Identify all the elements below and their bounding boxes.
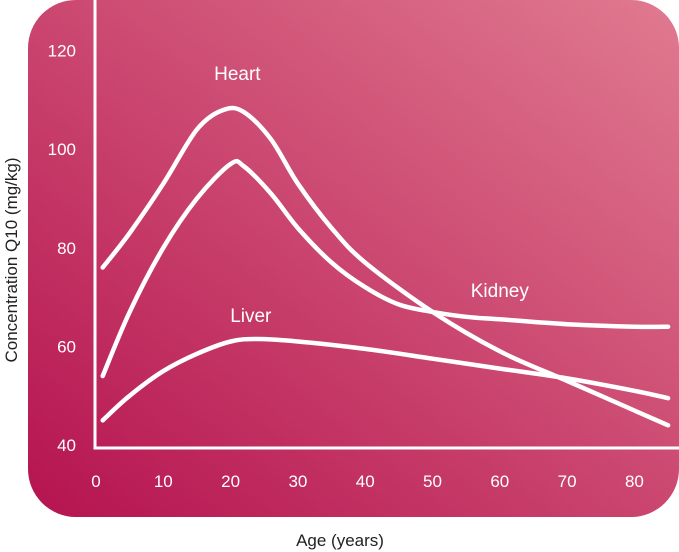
y-tick-label: 120: [48, 42, 76, 61]
series-line-kidney: [100, 158, 671, 379]
x-tick-label: 60: [490, 472, 509, 491]
series-line-liver: [100, 336, 671, 423]
series-label-kidney: Kidney: [471, 281, 530, 302]
series-label-liver: Liver: [230, 306, 272, 327]
x-tick-label: 0: [91, 472, 100, 491]
x-tick-label: 80: [625, 472, 644, 491]
series-labels: Heart Kidney Liver: [214, 64, 529, 327]
chart-background: [28, 0, 679, 517]
y-tick-label: 100: [48, 140, 76, 159]
x-tick-label: 20: [221, 472, 240, 491]
y-tick-labels: 40 60 80 100 120: [48, 42, 76, 455]
x-tick-label: 70: [558, 472, 577, 491]
x-tick-label: 30: [288, 472, 307, 491]
series-label-heart: Heart: [214, 64, 261, 85]
axes: [93, 0, 679, 450]
x-tick-label: 10: [154, 472, 173, 491]
series-lines: [100, 105, 671, 428]
x-tick-labels: 0 10 20 30 40 50 60 70 80: [91, 472, 644, 491]
y-tick-label: 80: [57, 239, 76, 258]
y-tick-label: 60: [57, 337, 76, 356]
x-tick-label: 50: [423, 472, 442, 491]
y-tick-label: 40: [57, 436, 76, 455]
x-tick-label: 40: [356, 472, 375, 491]
x-axis-title: Age (years): [296, 531, 384, 550]
y-axis-title: Concentration Q10 (mg/kg): [2, 157, 21, 362]
